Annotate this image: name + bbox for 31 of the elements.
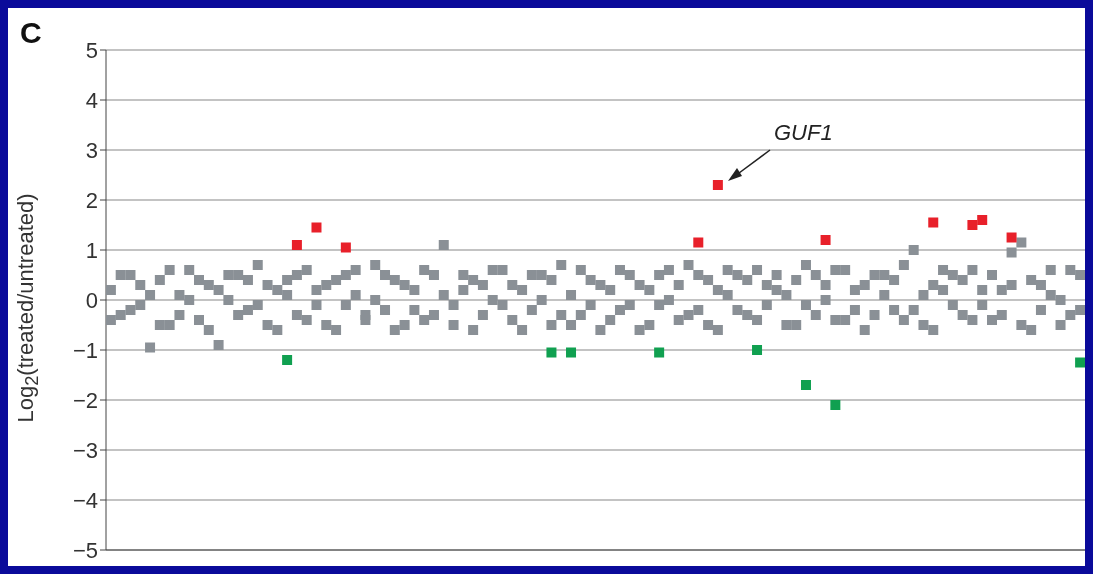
y-tick-label: −2 — [72, 387, 98, 413]
y-tick-label: 4 — [85, 87, 98, 113]
point — [752, 345, 763, 355]
y-tick-label: −1 — [72, 337, 98, 363]
point — [291, 240, 302, 250]
point — [546, 347, 557, 358]
point — [340, 242, 351, 253]
point — [654, 347, 665, 358]
y-tick-label: 2 — [85, 187, 98, 213]
y-tick-label: 5 — [85, 37, 98, 63]
point — [800, 380, 811, 390]
annotation: GUF1 — [774, 120, 833, 146]
y-tick-label: 3 — [85, 137, 98, 163]
y-tick-label: 1 — [85, 237, 98, 263]
y-tick-label: −4 — [72, 487, 98, 513]
y-tick-label: −5 — [72, 537, 98, 563]
point — [566, 347, 577, 358]
point — [830, 400, 841, 410]
point — [977, 215, 988, 225]
point — [712, 180, 723, 190]
text: C — [20, 16, 42, 50]
point — [1006, 232, 1017, 243]
point — [693, 237, 704, 248]
point — [1075, 357, 1085, 368]
point — [282, 355, 293, 365]
point — [820, 235, 831, 245]
y-tick-label: −3 — [72, 437, 98, 463]
point — [967, 220, 978, 230]
point — [928, 217, 939, 228]
y-tick-label: 0 — [85, 287, 98, 313]
point — [311, 222, 322, 233]
